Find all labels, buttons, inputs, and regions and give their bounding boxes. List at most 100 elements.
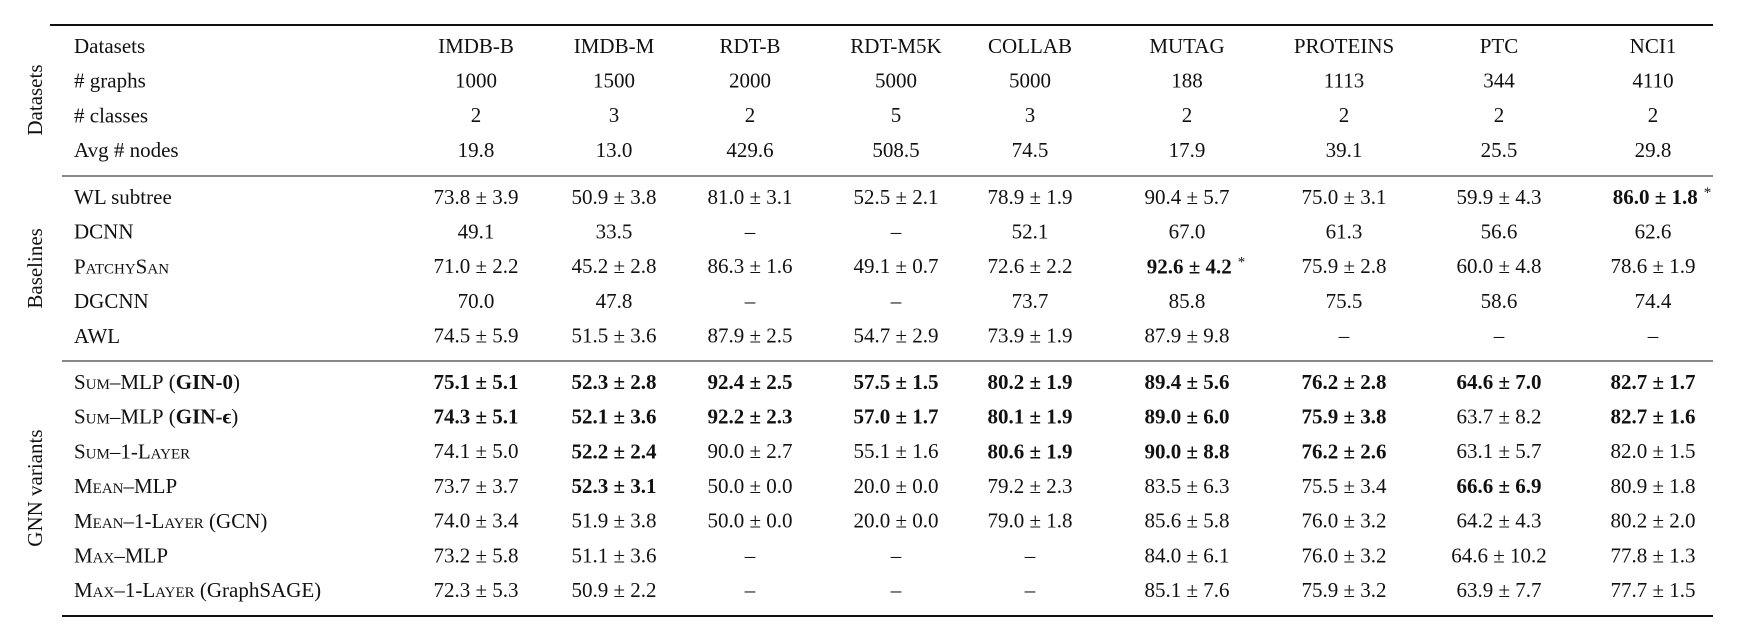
label-part: Mean–MLP [74,474,177,498]
cell: 81.0 ± 3.1 [707,185,792,209]
cell: 2 [1648,103,1659,127]
label-part: Datasets [74,34,145,58]
cell: 56.6 [1481,220,1518,244]
cell-value: 52.1 ± 3.6 [571,405,656,429]
cell: 74.0 ± 3.4 [433,509,519,533]
cell: 57.5 ± 1.5 [853,370,938,394]
row-label: # classes [74,103,148,127]
cell: 49.1 ± 0.7 [853,254,938,278]
cell: 33.5 [596,220,633,244]
cell: 75.9 ± 3.8 [1301,405,1386,429]
cell: – [890,220,902,244]
cell: 50.9 ± 2.2 [571,578,656,602]
cell: 75.9 ± 3.2 [1301,578,1386,602]
cell-value: 75.9 ± 3.8 [1301,405,1386,429]
cell: 82.0 ± 1.5 [1610,439,1695,463]
cell: PROTEINS [1294,34,1394,58]
label-part: (GCN) [204,509,268,533]
label-part: Sum–MLP [74,405,164,429]
cell-value: 75.1 ± 5.1 [433,370,518,394]
cell: 59.9 ± 4.3 [1456,185,1541,209]
cell: 85.1 ± 7.6 [1144,578,1229,602]
cell-value: 82.7 ± 1.6 [1610,405,1695,429]
cell: PTC [1480,34,1519,58]
cell: 73.9 ± 1.9 [987,324,1072,348]
cell: – [890,289,902,313]
cell: – [744,289,756,313]
cell: 64.2 ± 4.3 [1456,509,1541,533]
cell-value: 86.0 ± 1.8 [1613,185,1698,209]
cell: 52.1 [1012,220,1049,244]
cell: – [1493,324,1505,348]
cell: 25.5 [1481,138,1518,162]
label-part: Mean–1-Layer [74,509,204,533]
cell: 67.0 [1169,220,1206,244]
cell: 73.7 ± 3.7 [433,474,518,498]
cell: 60.0 ± 4.8 [1456,254,1541,278]
cell: COLLAB [988,34,1072,58]
cell: – [1024,543,1036,567]
row-label: Max–1-Layer (GraphSAGE) [74,578,321,602]
cell: – [890,543,902,567]
cell: 74.5 ± 5.9 [433,324,518,348]
cell: 57.0 ± 1.7 [853,405,938,429]
cell: 74.4 [1635,289,1672,313]
cell-value: 76.2 ± 2.8 [1301,370,1386,394]
group-label: GNN variants [23,429,47,546]
cell: 90.0 ± 2.7 [707,439,792,463]
row-label: Max–MLP [74,543,168,567]
cell: 62.6 [1635,220,1672,244]
cell: 61.3 [1326,220,1363,244]
row-label: Datasets [74,34,145,58]
cell: 83.5 ± 6.3 [1144,474,1229,498]
cell: 76.2 ± 2.6 [1301,439,1386,463]
cell: 82.7 ± 1.6 [1610,405,1695,429]
label-part: Avg # nodes [74,138,179,162]
label-part: PatchySan [74,254,169,278]
cell: 188 [1171,69,1203,93]
cell: – [744,578,756,602]
cell: 76.0 ± 3.2 [1301,543,1386,567]
cell: 64.6 ± 10.2 [1451,543,1547,567]
cell: 508.5 [872,138,919,162]
cell: RDT-M5K [850,34,941,58]
row-label: DCNN [74,220,134,244]
cell: – [1647,324,1659,348]
cell: 5000 [875,69,917,93]
cell: 50.9 ± 3.8 [571,185,656,209]
cell: 3 [609,103,620,127]
cell: 52.3 ± 2.8 [571,370,656,394]
cell: 82.7 ± 1.7 [1610,370,1695,394]
cell: 85.8 [1169,289,1206,313]
cell: 89.4 ± 5.6 [1144,370,1229,394]
cell: 73.7 [1012,289,1049,313]
cell-value: 74.3 ± 5.1 [433,405,518,429]
cell: 51.9 ± 3.8 [571,509,656,533]
label-part: WL subtree [74,185,172,209]
row-label: Mean–1-Layer (GCN) [74,509,267,533]
cell: 5 [891,103,902,127]
cell-value: 76.2 ± 2.6 [1301,439,1386,463]
label-part: Sum–1-Layer [74,439,190,463]
cell: 20.0 ± 0.0 [853,509,938,533]
cell: 63.7 ± 8.2 [1456,405,1541,429]
cell: 63.9 ± 7.7 [1456,578,1541,602]
cell: NCI1 [1630,34,1677,58]
cell: 66.6 ± 6.9 [1456,474,1541,498]
cell: 58.6 [1481,289,1518,313]
cell: 51.1 ± 3.6 [571,543,656,567]
cell: 79.0 ± 1.8 [987,509,1072,533]
cell: 78.9 ± 1.9 [987,185,1072,209]
row-label: # graphs [74,69,146,93]
label-part: (GraphSAGE) [195,578,322,602]
label-part: DCNN [74,220,134,244]
cell: 63.1 ± 5.7 [1456,439,1541,463]
label-part: # graphs [74,69,146,93]
cell: 78.6 ± 1.9 [1610,254,1695,278]
cell: 71.0 ± 2.2 [433,254,518,278]
label-part: Sum–MLP [74,370,164,394]
cell: 52.2 ± 2.4 [571,439,657,463]
cell: 74.1 ± 5.0 [433,439,518,463]
label-part: ) [233,370,240,394]
